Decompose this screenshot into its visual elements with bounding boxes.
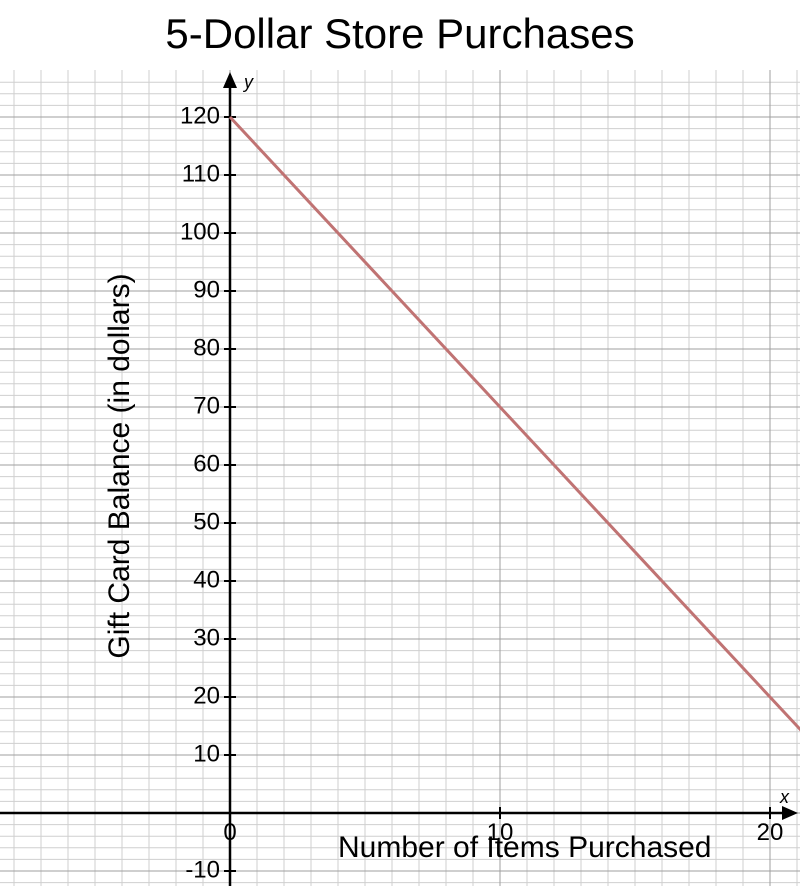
svg-text:10: 10 [193,740,220,767]
svg-text:70: 70 [193,392,220,419]
svg-text:0: 0 [223,819,236,846]
svg-text:30: 30 [193,624,220,651]
y-axis-label: Gift Card Balance (in dollars) [103,256,137,676]
svg-text:50: 50 [193,508,220,535]
svg-text:60: 60 [193,450,220,477]
y-axis-letter: y [244,72,253,93]
svg-text:90: 90 [193,276,220,303]
svg-text:120: 120 [180,102,220,129]
svg-text:100: 100 [180,218,220,245]
svg-text:80: 80 [193,334,220,361]
svg-text:20: 20 [193,682,220,709]
svg-text:110: 110 [182,160,220,187]
svg-text:40: 40 [193,566,220,593]
x-axis-letter: x [780,787,789,808]
svg-text:20: 20 [757,819,784,846]
x-axis-label: Number of Items Purchased [338,831,712,865]
svg-text:-10: -10 [185,856,220,883]
